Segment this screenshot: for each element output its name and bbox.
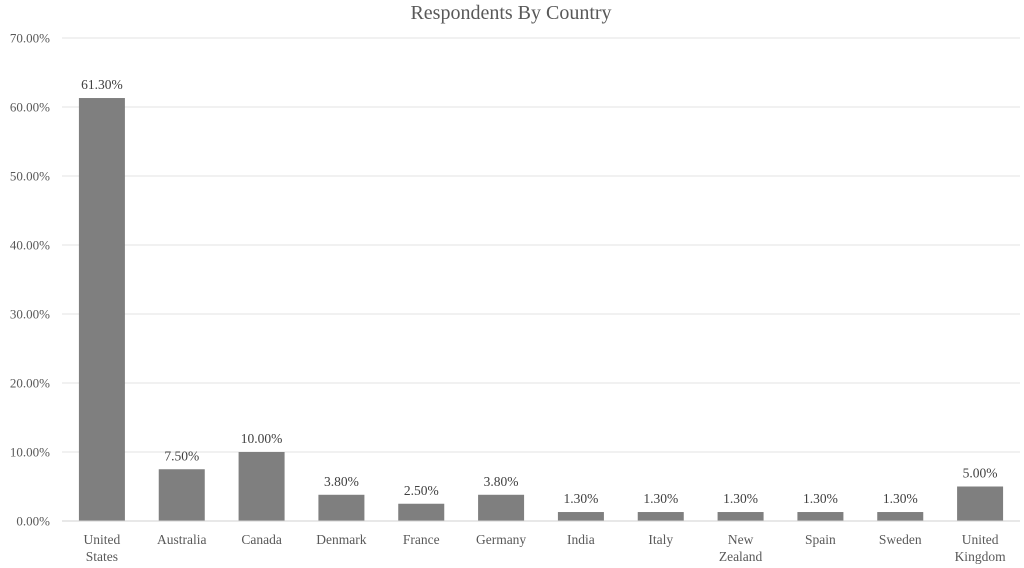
x-category-label: Germany [476,532,526,547]
bar [398,503,445,521]
y-tick-label: 70.00% [10,31,50,46]
y-tick-label: 50.00% [10,169,50,184]
data-label: 61.30% [81,77,123,92]
data-label: 1.30% [563,491,598,506]
bar [877,512,924,521]
bar [318,494,365,521]
bar [957,486,1004,521]
bar [717,512,764,521]
data-label: 7.50% [164,448,199,463]
bar [557,512,604,521]
bars [78,98,1004,521]
bar [158,469,205,521]
x-category-label: Australia [157,532,207,547]
x-category-label: Sweden [879,532,922,547]
y-tick-label: 10.00% [10,445,50,460]
x-category-label: Denmark [316,532,366,547]
y-axis-ticks: 0.00% 10.00% 20.00% 30.00% 40.00% 50.00% 60.00… [10,31,50,529]
x-category-label: United Kingdom [955,532,1007,564]
data-label: 5.00% [963,466,998,481]
bar [78,98,125,521]
data-label: 2.50% [404,483,439,498]
data-label: 3.80% [324,474,359,489]
bar [478,494,525,521]
bar [797,512,844,521]
data-label: 3.80% [484,474,519,489]
x-category-label: New Zealand [719,532,763,564]
data-label: 1.30% [883,491,918,506]
x-category-label: France [403,532,440,547]
y-tick-label: 20.00% [10,376,50,391]
x-category-label: India [567,532,595,547]
data-label: 1.30% [643,491,678,506]
data-label: 1.30% [803,491,838,506]
x-category-label: Italy [648,532,673,547]
bar [637,512,684,521]
x-category-label: United States [84,532,121,564]
gridlines [62,37,1020,453]
y-tick-label: 0.00% [16,514,50,529]
x-category-label: Spain [805,532,836,547]
data-label: 1.30% [723,491,758,506]
y-tick-label: 30.00% [10,307,50,322]
data-labels: 61.30% 7.50% 10.00% 3.80% 2.50% 3.80% 1.30% 1.3… [81,77,997,506]
x-axis-categories: United States Australia Canada Denmark France… [84,532,1007,564]
y-tick-label: 40.00% [10,238,50,253]
data-label: 10.00% [241,431,283,446]
chart-title: Respondents By Country [410,2,611,24]
x-category-label: Canada [241,532,281,547]
y-tick-label: 60.00% [10,100,50,115]
bar [238,452,285,521]
